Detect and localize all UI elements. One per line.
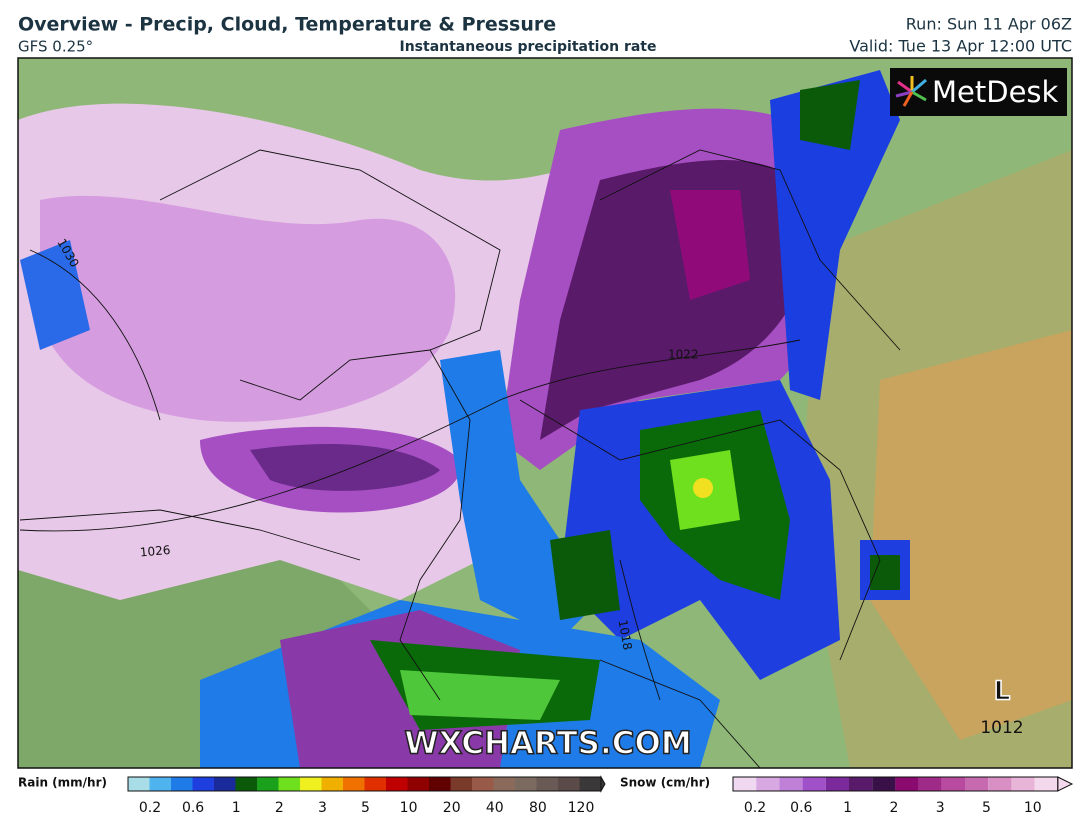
rain-swatch — [278, 777, 300, 791]
logo-icon — [895, 76, 927, 107]
snow-tick-label: 2 — [889, 800, 898, 816]
rain-swatch — [149, 777, 171, 791]
rain-frame — [127, 776, 602, 792]
snow-tick-label: 5 — [982, 800, 991, 816]
rain-swatch — [128, 777, 150, 791]
snow-tick-label: 1 — [843, 800, 852, 816]
snow-legend-label: Snow (cm/hr) — [620, 776, 710, 790]
rain-swatch — [558, 777, 580, 791]
watermark: WXCHARTS.COM — [404, 726, 691, 762]
isobar-label: 1018 — [616, 619, 635, 652]
rain-swatch — [472, 777, 494, 791]
rain-tick-label: 10 — [400, 800, 418, 816]
rain-swatch — [364, 777, 386, 791]
snow-swatch — [756, 777, 780, 791]
snow-swatch — [918, 777, 942, 791]
rain-arrow — [600, 775, 606, 793]
rain-swatch — [300, 777, 322, 791]
snow-swatch — [895, 777, 919, 791]
rain-tick-label: 40 — [486, 800, 504, 816]
snow-tick-label: 3 — [936, 800, 945, 816]
snow-swatch — [779, 777, 803, 791]
snow-swatch — [849, 777, 873, 791]
isobar-label: 1026 — [139, 543, 171, 560]
snow-swatch — [965, 777, 989, 791]
snow-swatch — [872, 777, 896, 791]
snow-tick-label: 10 — [1024, 800, 1042, 816]
model: GFS 0.25° — [18, 38, 93, 56]
rain-tick-label: 0.2 — [139, 800, 161, 816]
snow-swatch — [733, 777, 757, 791]
rain-swatch — [343, 777, 365, 791]
rain-tick-label: 80 — [529, 800, 547, 816]
rain-swatch — [579, 777, 601, 791]
rain-legend-label: Rain (mm/hr) — [18, 776, 107, 790]
rain-tick-label: 20 — [443, 800, 461, 816]
rain-swatch — [192, 777, 214, 791]
snow-swatch — [825, 777, 849, 791]
rain-tick-label: 1 — [232, 800, 241, 816]
snow-arrow — [1057, 776, 1074, 792]
snow-swatch — [802, 777, 826, 791]
rain-swatch — [235, 777, 257, 791]
isobar-label: 1022 — [668, 348, 699, 362]
subtitle: Instantaneous precipitation rate — [400, 39, 657, 55]
rain-swatch — [493, 777, 515, 791]
isobar-label: 1012 — [980, 718, 1023, 738]
rain-swatch — [536, 777, 558, 791]
rain-swatch — [321, 777, 343, 791]
snow-swatch — [988, 777, 1012, 791]
rain-swatch — [450, 777, 472, 791]
snow-tick-label: 0.2 — [744, 800, 766, 816]
rain-tick-label: 120 — [568, 800, 595, 816]
map-frame — [17, 57, 1073, 769]
map: 1030 1026 1022 1018 1012 L WXCHARTS.COM — [18, 58, 1072, 768]
snow-swatch — [941, 777, 965, 791]
run: Run: Sun 11 Apr 06Z — [906, 15, 1072, 34]
rain-swatch — [257, 777, 279, 791]
rain-swatch — [214, 777, 236, 791]
low-marker: L — [994, 677, 1011, 707]
rain-swatch — [429, 777, 451, 791]
rain-tick-label: 0.6 — [182, 800, 204, 816]
logo-text: MetDesk — [932, 75, 1059, 109]
rain-tick-label: 3 — [318, 800, 327, 816]
rain-swatch — [386, 777, 408, 791]
title: Overview - Precip, Cloud, Temperature & … — [18, 14, 556, 36]
snow-swatch — [1034, 777, 1058, 791]
snow-tick-label: 0.6 — [790, 800, 812, 816]
rain-swatch — [407, 777, 429, 791]
logo-box — [890, 68, 1067, 116]
rain-tick-label: 2 — [275, 800, 284, 816]
valid: Valid: Tue 13 Apr 12:00 UTC — [849, 37, 1072, 56]
rain-swatch — [515, 777, 537, 791]
rain-tick-label: 5 — [361, 800, 370, 816]
snow-swatch — [1011, 777, 1035, 791]
snow-frame — [732, 776, 1059, 792]
rain-swatch — [171, 777, 193, 791]
